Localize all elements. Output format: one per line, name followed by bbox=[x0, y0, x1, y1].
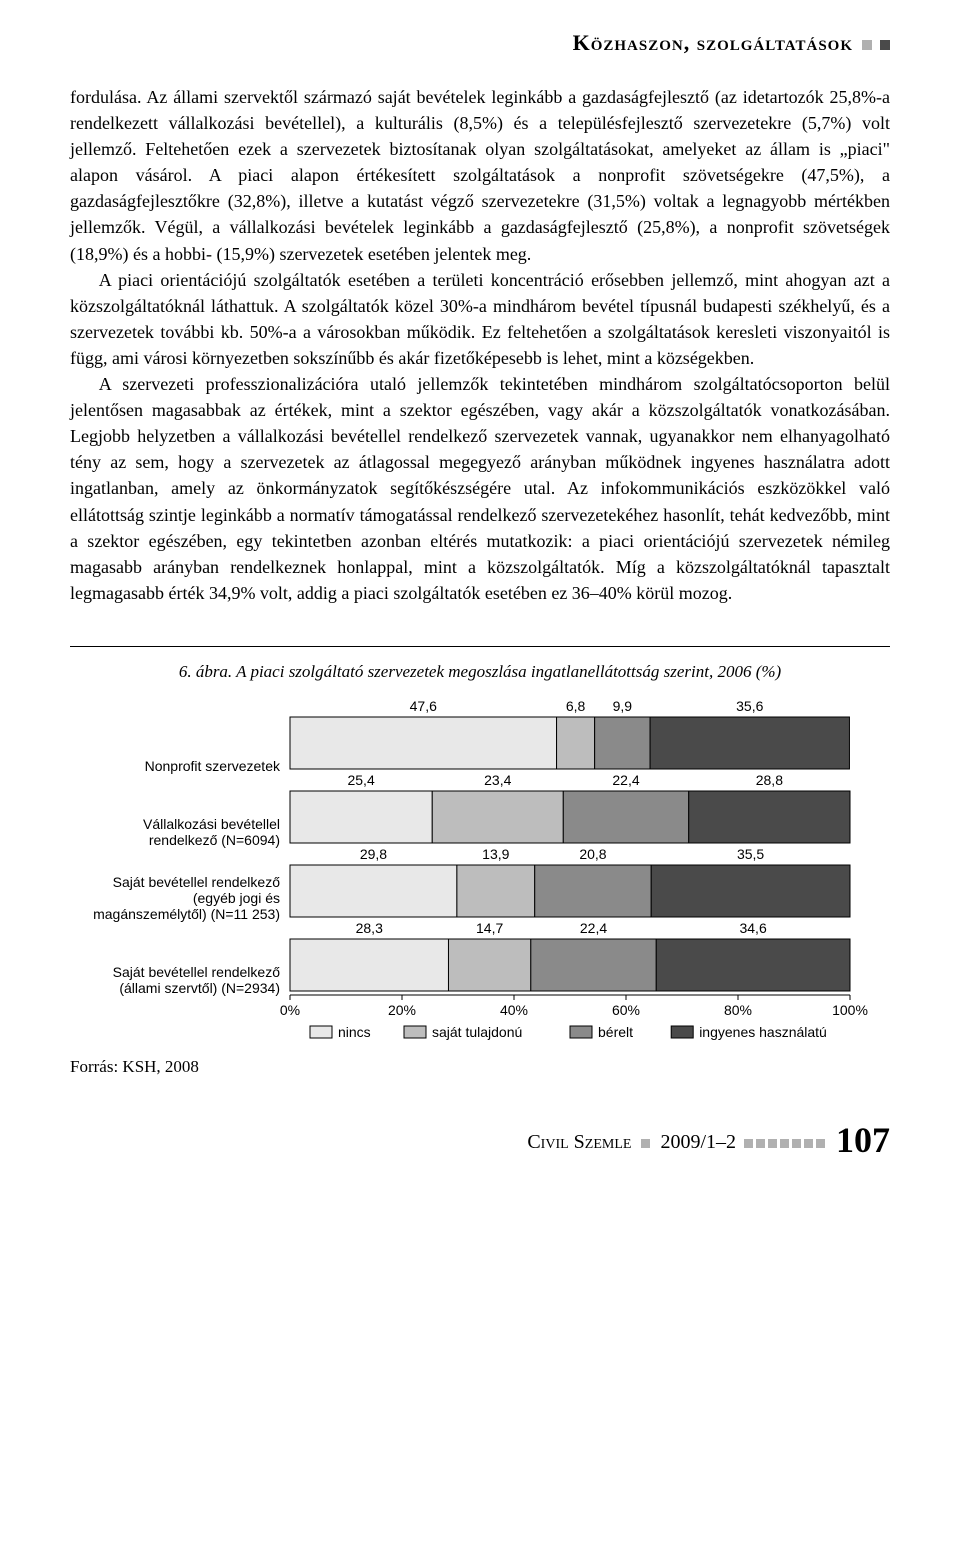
svg-text:28,8: 28,8 bbox=[756, 772, 783, 788]
footer-square-icon bbox=[641, 1139, 650, 1148]
svg-text:14,7: 14,7 bbox=[476, 920, 503, 936]
svg-text:80%: 80% bbox=[724, 1002, 752, 1018]
svg-text:magánszemélytől) (N=11 253): magánszemélytől) (N=11 253) bbox=[93, 906, 280, 922]
svg-text:40%: 40% bbox=[500, 1002, 528, 1018]
svg-text:23,4: 23,4 bbox=[484, 772, 511, 788]
svg-text:25,4: 25,4 bbox=[347, 772, 374, 788]
svg-text:6,8: 6,8 bbox=[566, 698, 586, 714]
footer-issue: 2009/1–2 bbox=[660, 1131, 736, 1153]
footer-trail-squares bbox=[741, 1131, 830, 1153]
paragraph: A piaci orientációjú szolgáltatók esetéb… bbox=[70, 267, 890, 371]
stacked-bar-chart: 47,6 6,8 9,9 35,6 Nonprofit szervezetek 25,4 2… bbox=[70, 689, 890, 1053]
svg-text:(állami szervtől) (N=2934): (állami szervtől) (N=2934) bbox=[119, 980, 280, 996]
svg-text:nincs: nincs bbox=[338, 1024, 371, 1040]
section-header: Közhaszon, szolgáltatások bbox=[70, 30, 890, 56]
svg-text:(egyéb jogi és: (egyéb jogi és bbox=[193, 890, 280, 906]
paragraph: fordulása. Az állami szervektől származó… bbox=[70, 84, 890, 267]
svg-text:29,8: 29,8 bbox=[360, 846, 387, 862]
svg-text:rendelkező (N=6094): rendelkező (N=6094) bbox=[149, 832, 280, 848]
svg-text:28,3: 28,3 bbox=[356, 920, 383, 936]
figure-caption: 6. ábra. A piaci szolgáltató szervezetek… bbox=[70, 661, 890, 683]
svg-text:47,6: 47,6 bbox=[410, 698, 437, 714]
svg-text:22,4: 22,4 bbox=[580, 920, 607, 936]
svg-text:Saját bevétellel rendelkező: Saját bevétellel rendelkező bbox=[113, 964, 281, 980]
svg-text:20%: 20% bbox=[388, 1002, 416, 1018]
header-square-icon bbox=[862, 40, 872, 50]
svg-text:bérelt: bérelt bbox=[598, 1024, 633, 1040]
footer-page-number: 107 bbox=[836, 1120, 890, 1160]
figure-source: Forrás: KSH, 2008 bbox=[70, 1057, 890, 1077]
svg-text:20,8: 20,8 bbox=[579, 846, 606, 862]
body-text-block: fordulása. Az állami szervektől származó… bbox=[70, 84, 890, 606]
svg-text:35,5: 35,5 bbox=[737, 846, 764, 862]
svg-text:Vállalkozási bevétellel: Vállalkozási bevétellel bbox=[143, 816, 280, 832]
page-footer: Civil Szemle 2009/1–2 107 bbox=[70, 1119, 890, 1161]
svg-text:100%: 100% bbox=[832, 1002, 868, 1018]
paragraph: A szervezeti professzionalizációra utaló… bbox=[70, 371, 890, 606]
svg-text:0%: 0% bbox=[280, 1002, 300, 1018]
svg-text:Saját bevétellel rendelkező: Saját bevétellel rendelkező bbox=[113, 874, 281, 890]
svg-text:22,4: 22,4 bbox=[612, 772, 639, 788]
svg-text:35,6: 35,6 bbox=[736, 698, 763, 714]
svg-text:saját tulajdonú: saját tulajdonú bbox=[432, 1024, 522, 1040]
svg-text:ingyenes használatú: ingyenes használatú bbox=[699, 1024, 827, 1040]
svg-text:34,6: 34,6 bbox=[739, 920, 766, 936]
section-header-text: Közhaszon, szolgáltatások bbox=[573, 30, 853, 55]
footer-journal: Civil Szemle bbox=[527, 1131, 631, 1153]
header-square-icon bbox=[880, 40, 890, 50]
figure-block: 6. ábra. A piaci szolgáltató szervezetek… bbox=[70, 646, 890, 1077]
svg-text:13,9: 13,9 bbox=[482, 846, 509, 862]
svg-text:9,9: 9,9 bbox=[613, 698, 633, 714]
svg-text:Nonprofit szervezetek: Nonprofit szervezetek bbox=[145, 758, 281, 774]
svg-text:60%: 60% bbox=[612, 1002, 640, 1018]
